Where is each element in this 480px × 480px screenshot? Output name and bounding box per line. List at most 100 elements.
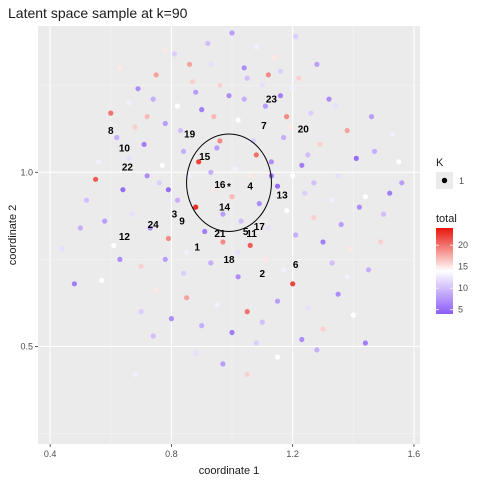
data-point: [356, 204, 362, 210]
data-point: [208, 169, 214, 175]
point-label: 20: [298, 124, 310, 135]
point-label: 11: [246, 229, 257, 240]
data-point: [371, 148, 378, 154]
axes: 0.4 0.8 1.2 1.6 0.5 1.0: [20, 167, 420, 459]
data-point: [217, 82, 223, 88]
data-point: [196, 159, 202, 165]
data-point: [274, 354, 281, 360]
data-point: [208, 260, 214, 266]
data-point: [235, 117, 241, 123]
data-point: [368, 114, 375, 120]
data-point: [147, 225, 153, 231]
data-point: [205, 40, 211, 47]
point-label: 17: [254, 222, 266, 233]
data-point: [120, 187, 126, 193]
data-point: [117, 65, 123, 71]
data-point: [193, 89, 199, 95]
data-point: [265, 225, 271, 231]
point-label: 7: [261, 121, 267, 132]
overlay-layer: *: [186, 133, 272, 233]
x-tick-label: 0.8: [165, 449, 178, 459]
panel-background: [38, 26, 420, 444]
color-bar-label: 5: [458, 305, 463, 315]
point-label: 12: [119, 232, 131, 243]
point-label: 2: [260, 269, 266, 280]
data-point: [274, 298, 281, 304]
data-point: [199, 107, 205, 113]
size-legend-title: K: [436, 157, 444, 169]
data-point: [144, 114, 150, 120]
x-tick-label: 1.6: [408, 449, 421, 459]
data-point: [193, 204, 199, 210]
data-point: [305, 152, 311, 158]
data-point: [281, 267, 287, 273]
data-point: [180, 148, 187, 154]
data-point: [153, 72, 159, 78]
center-marker: *: [227, 182, 231, 193]
color-legend-title: total: [436, 213, 457, 225]
data-point: [290, 86, 296, 92]
data-point: [129, 211, 135, 217]
data-point: [77, 225, 83, 231]
data-point: [378, 239, 384, 245]
data-point: [274, 183, 281, 189]
data-point: [299, 162, 305, 168]
data-point: [162, 120, 168, 127]
data-point: [353, 155, 359, 161]
data-point: [162, 47, 168, 54]
data-point: [229, 30, 235, 36]
data-point: [159, 162, 165, 168]
data-point: [150, 333, 156, 339]
data-point: [132, 371, 138, 377]
neighborhood-circle: [186, 133, 272, 233]
data-point: [320, 326, 326, 332]
data-point: [387, 190, 393, 196]
data-point: [277, 93, 284, 99]
point-label: 1: [194, 243, 200, 254]
data-point: [211, 114, 217, 120]
data-point: [396, 159, 402, 165]
data-point: [287, 124, 293, 130]
data-point: [271, 54, 278, 60]
data-point: [174, 103, 181, 109]
data-point: [144, 173, 150, 179]
data-point: [174, 197, 181, 203]
data-point: [317, 141, 323, 147]
data-point: [71, 281, 77, 287]
point-label: 21: [214, 229, 226, 240]
data-point: [96, 159, 102, 165]
point-label: 4: [247, 182, 253, 193]
chart-title: Latent space sample at k=90: [8, 5, 188, 21]
data-point: [302, 190, 308, 196]
data-point: [329, 197, 335, 203]
data-point: [290, 173, 296, 179]
data-point: [132, 124, 138, 130]
data-point: [244, 371, 250, 377]
data-point: [117, 256, 123, 262]
data-point: [293, 232, 299, 238]
data-point: [241, 65, 247, 71]
color-bar: [436, 228, 453, 314]
point-label: 19: [184, 130, 196, 141]
x-tick-label: 0.4: [44, 449, 57, 459]
point-label: 18: [223, 255, 235, 266]
data-point: [202, 228, 208, 235]
data-point: [390, 131, 396, 137]
data-point: [329, 260, 335, 266]
legend: K 1 total 5 10 15 20: [436, 157, 468, 315]
data-point: [99, 277, 105, 283]
data-point: [111, 242, 117, 248]
point-label: 9: [179, 217, 185, 228]
data-point: [190, 79, 196, 85]
y-axis-title: coordinate 2: [7, 205, 19, 266]
point-label: 13: [277, 190, 289, 201]
data-point: [138, 309, 144, 315]
point-label: 16: [214, 180, 226, 191]
data-point: [381, 211, 387, 217]
data-point: [311, 180, 317, 186]
point-label: 10: [119, 143, 131, 154]
grid-lines: [38, 26, 420, 444]
data-point: [299, 336, 305, 343]
data-point: [83, 197, 90, 203]
